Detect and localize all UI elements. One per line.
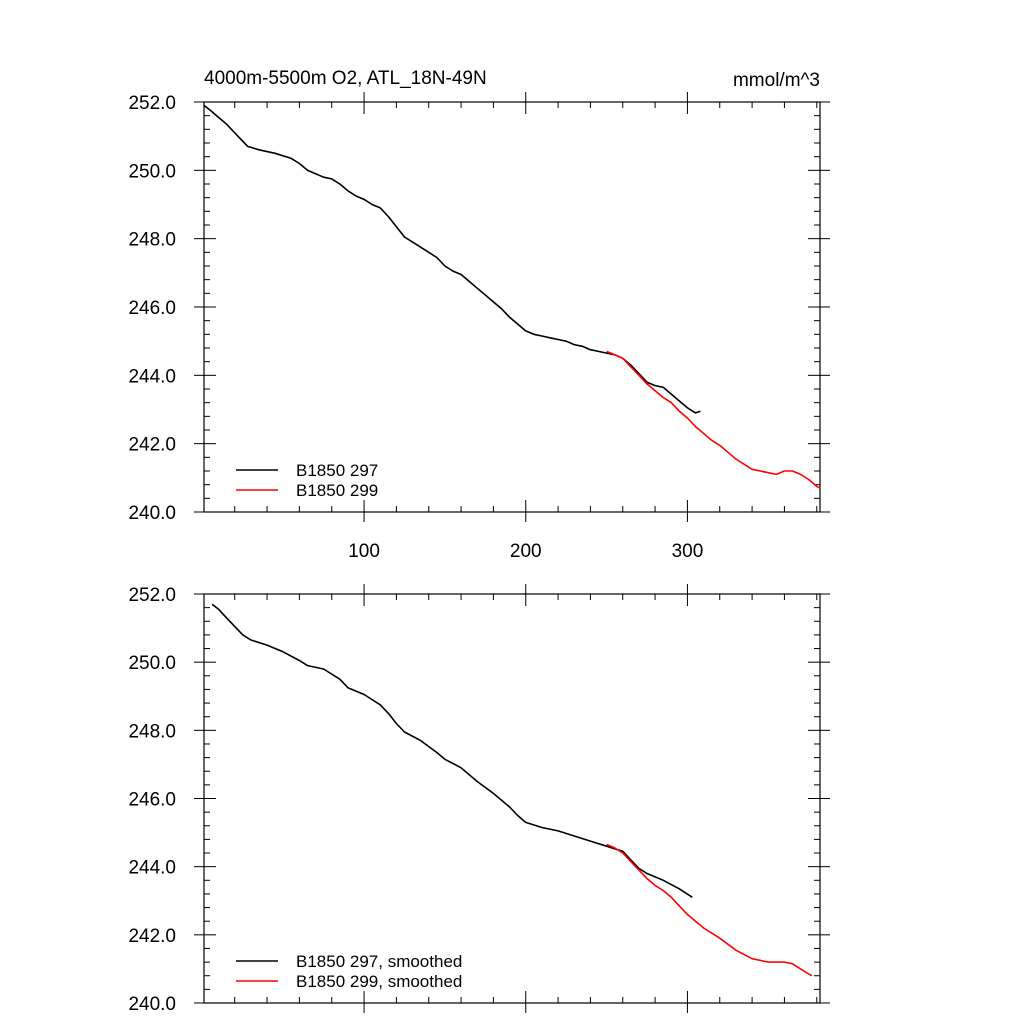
plot-frame (203, 593, 821, 1004)
series-line-2 (606, 843, 813, 977)
legend-label: B1850 297, smoothed (296, 952, 462, 971)
top-panel: 240.0 242.0 244.0 246.0 248.0 250.0 252.0 100 20… (128, 92, 830, 562)
series-line-2 (606, 350, 821, 489)
chart-title: 4000m-5500m O2, ATL_18N-49N (204, 68, 487, 89)
legend-label: B1850 299, smoothed (296, 972, 462, 991)
y-tick-label: 240.0 (128, 503, 176, 524)
y-tick-label: 246.0 (128, 298, 176, 319)
x-tick-label: 200 (510, 541, 542, 562)
x-tick-label: 300 (672, 541, 704, 562)
series-line-1 (211, 603, 693, 898)
y-tick-label: 248.0 (128, 721, 176, 742)
y-tick-label: 242.0 (128, 435, 176, 456)
y-tick-label: 244.0 (128, 366, 176, 387)
legend-label: B1850 299 (296, 481, 378, 500)
y-tick-label: 244.0 (128, 858, 176, 879)
y-tick-label: 252.0 (128, 93, 176, 114)
y-tick-label: 250.0 (128, 653, 176, 674)
y-tick-label: 248.0 (128, 230, 176, 251)
x-tick-label: 100 (348, 541, 380, 562)
y-tick-label: 252.0 (128, 585, 176, 606)
y-tick-label: 246.0 (128, 790, 176, 811)
bottom-panel: 240.0 242.0 244.0 246.0 248.0 250.0 252.0 B1850… (128, 584, 830, 1015)
y-tick-label: 240.0 (128, 994, 176, 1015)
plot-frame (203, 101, 821, 513)
legend-label: B1850 297 (296, 461, 378, 480)
y-tick-label: 250.0 (128, 161, 176, 182)
series-line-1 (203, 104, 701, 414)
y-tick-label: 242.0 (128, 926, 176, 947)
units-label: mmol/m^3 (733, 70, 820, 91)
